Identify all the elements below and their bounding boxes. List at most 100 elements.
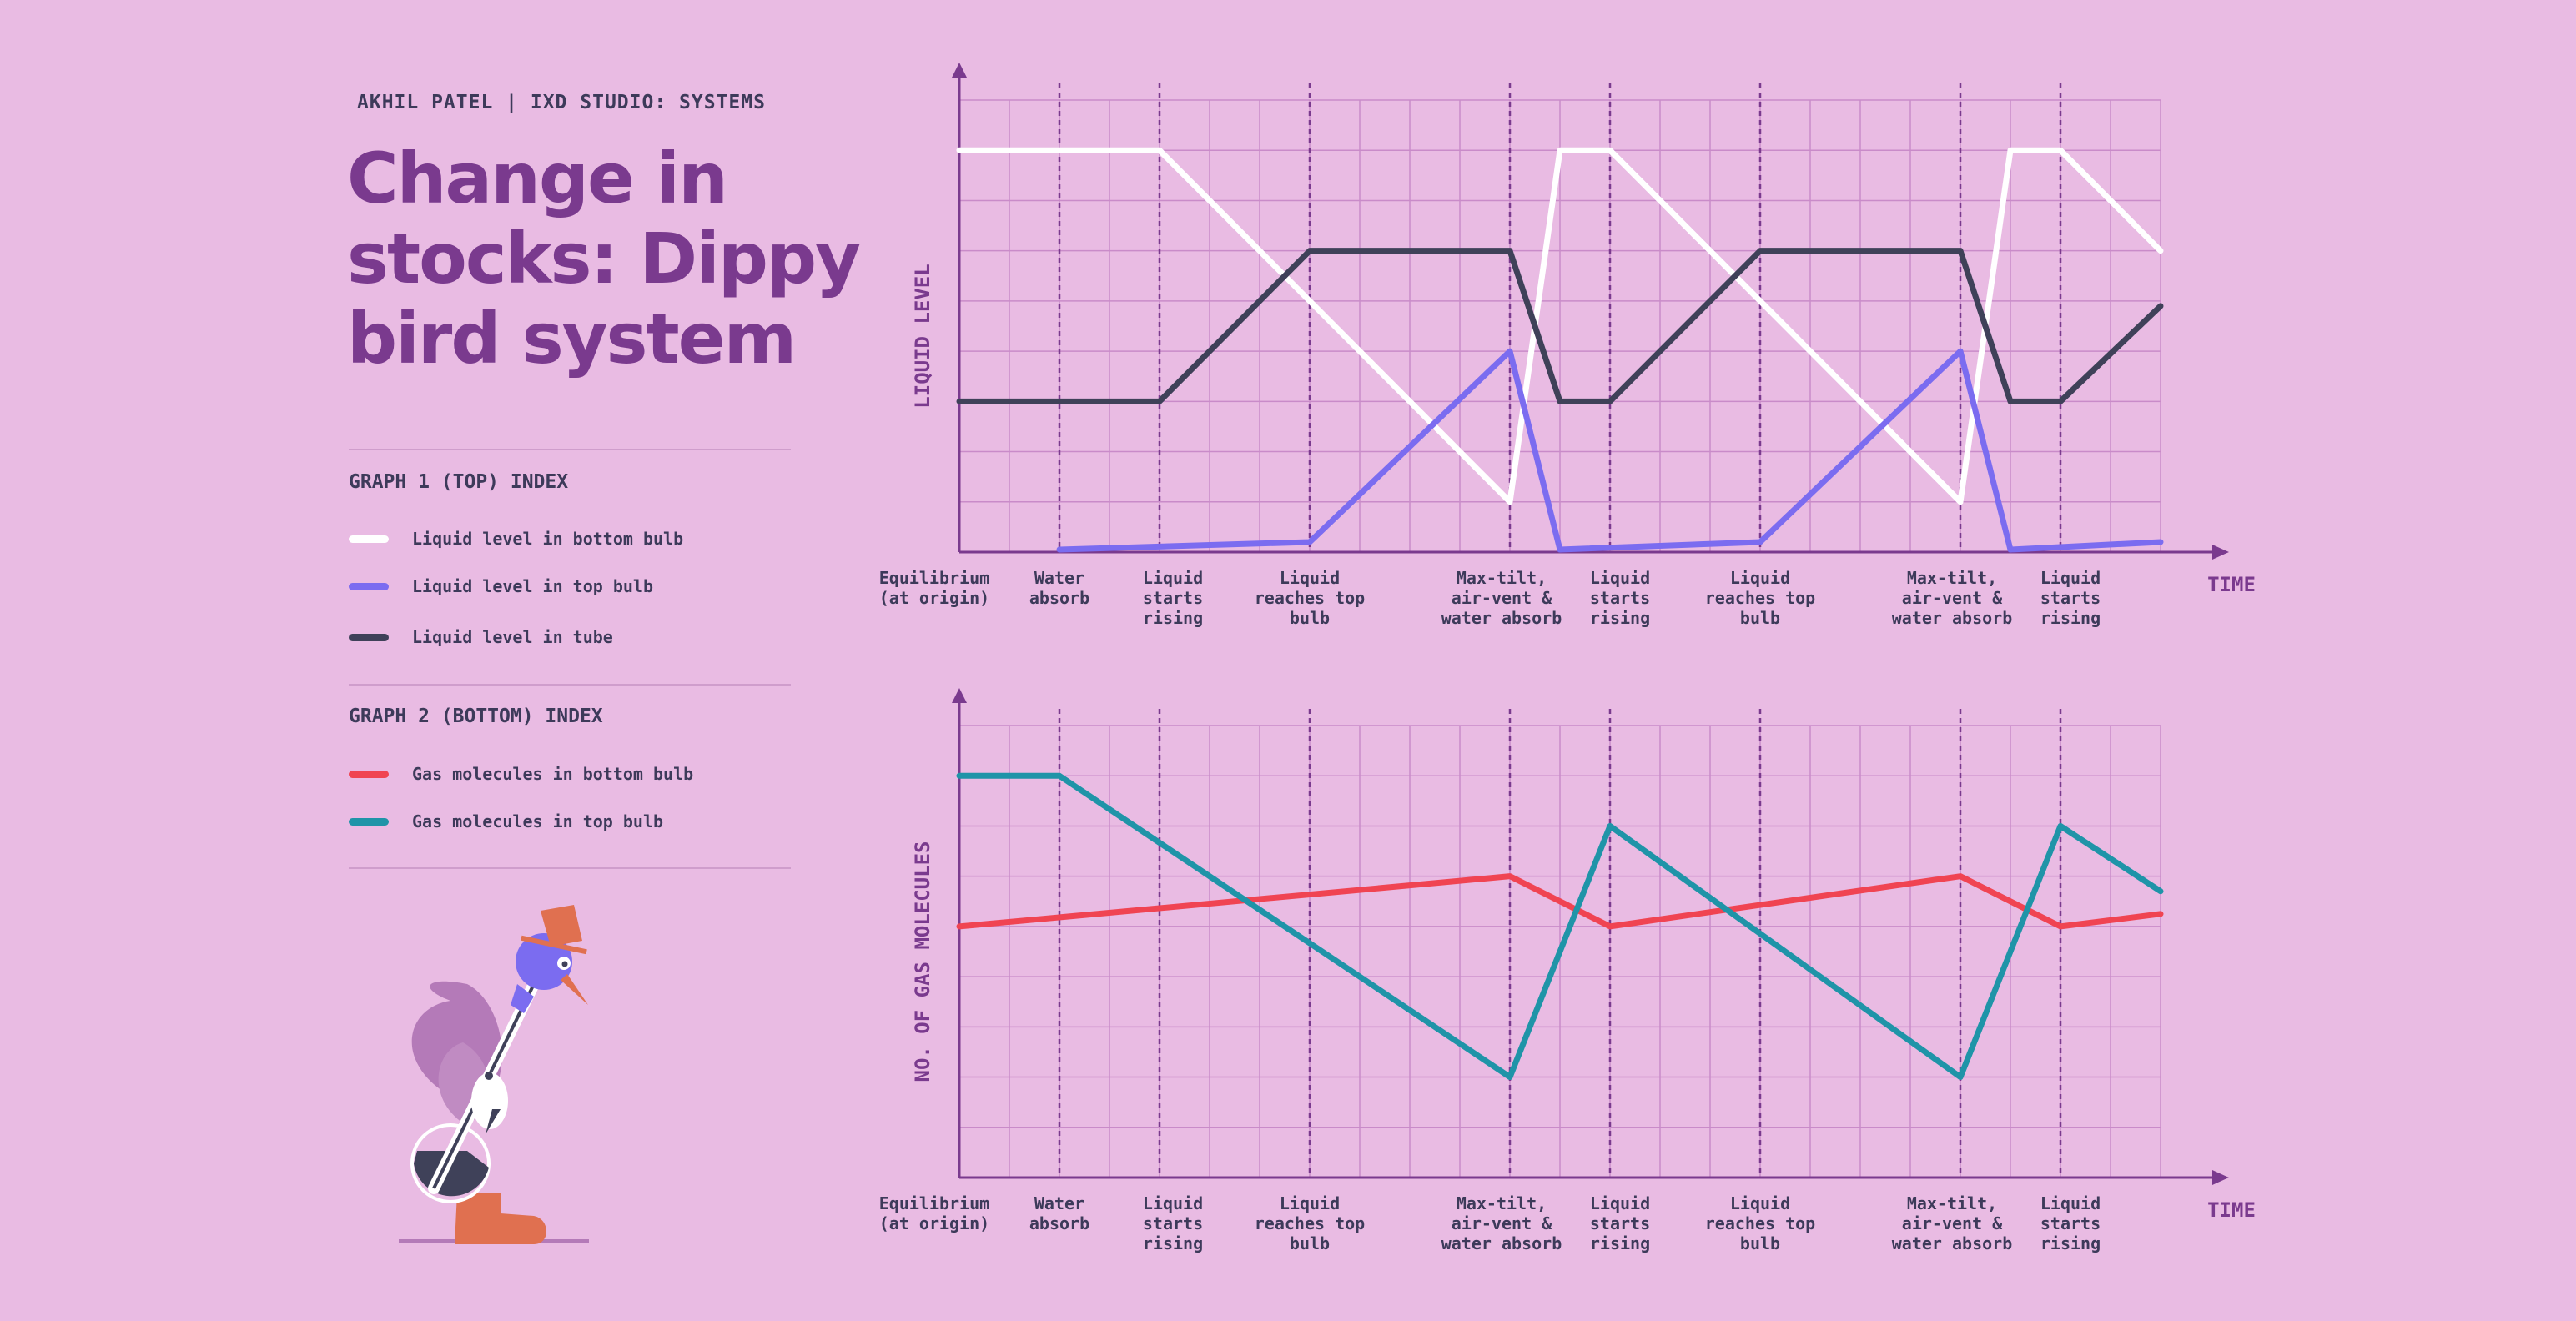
event-marker-label-line: rising (2040, 1233, 2101, 1253)
event-marker-label-line: Liquid (1730, 1193, 1790, 1213)
event-marker-label-line: Equilibrium (879, 568, 989, 588)
event-marker-label: Liquid reaches top bulb (1705, 1193, 1815, 1253)
event-marker-label: Max-tilt, air-vent & water absorb (1441, 1193, 1562, 1253)
legend-label: Gas molecules in top bulb (412, 811, 664, 831)
series-line (956, 772, 2164, 1081)
legend-label: Liquid level in top bulb (412, 576, 653, 596)
event-marker-label-line: Liquid (1730, 568, 1790, 588)
event-marker-label: Liquid reaches top bulb (1255, 1193, 1365, 1253)
x-axis-arrow (2212, 1170, 2229, 1185)
event-marker-label-line: (at origin) (879, 1213, 989, 1233)
event-marker-label-line: air-vent & (1452, 1213, 1552, 1233)
event-marker-label-line: absorb (1029, 1213, 1089, 1233)
legend-label: Liquid level in bottom bulb (412, 529, 684, 549)
event-marker-label-line: Max-tilt, (1907, 1193, 1997, 1213)
event-marker-label: Max-tilt, air-vent & water absorb (1892, 568, 2013, 628)
event-marker-label: Liquid starts rising (1143, 568, 1203, 628)
event-marker-label-line: Equilibrium (879, 1193, 989, 1213)
event-marker-label: Liquid starts rising (1143, 1193, 1203, 1253)
legend-swatch (349, 633, 389, 641)
event-marker-label-line: bulb (1740, 1233, 1780, 1253)
event-marker-label: Liquid starts rising (2040, 1193, 2101, 1253)
title-line: Change in (347, 138, 728, 219)
legend-item-bottom-bulb-liquid: Liquid level in bottom bulb (349, 526, 683, 551)
legend-swatch (349, 817, 389, 826)
event-marker-label: Equilibrium (at origin) (879, 1193, 989, 1233)
event-marker-label: Equilibrium (at origin) (879, 568, 989, 608)
event-marker-label-line: Max-tilt, (1907, 568, 1997, 588)
event-marker-label-line: reaches top (1705, 588, 1815, 608)
series-line (956, 147, 2164, 505)
event-marker-label-line: starts (2040, 1213, 2101, 1233)
event-marker-label-line: bulb (1290, 1233, 1330, 1253)
x-axis-label: TIME (2207, 573, 2256, 596)
event-marker-label: Max-tilt, air-vent & water absorb (1892, 1193, 2013, 1253)
graph2-index-title: GRAPH 2 (BOTTOM) INDEX (349, 706, 603, 727)
event-marker-label-line: reaches top (1705, 1213, 1815, 1233)
divider (349, 449, 791, 450)
event-marker-label: Liquid reaches top bulb (1255, 568, 1365, 628)
event-marker-label-line: Max-tilt, (1457, 568, 1547, 588)
event-marker-label: Liquid reaches top bulb (1705, 568, 1815, 628)
event-marker-label-line: starts (1143, 588, 1203, 608)
event-marker-label-line: absorb (1029, 588, 1089, 608)
event-marker-label-line: water absorb (1441, 1233, 1562, 1253)
event-marker-label: Liquid starts rising (1590, 568, 1650, 628)
event-marker-label-line: Liquid (2040, 568, 2101, 588)
title-line: stocks: Dippy (347, 218, 861, 299)
event-marker-label-line: starts (1590, 1213, 1650, 1233)
event-marker-label-line: starts (2040, 588, 2101, 608)
x-axis-arrow (2212, 545, 2229, 560)
divider (349, 684, 791, 686)
event-marker-label-line: air-vent & (1902, 588, 2003, 608)
event-marker-label-line: water absorb (1892, 1233, 2013, 1253)
event-marker-label: Water absorb (1029, 568, 1089, 608)
event-marker-label-line: Liquid (2040, 1193, 2101, 1213)
legend-swatch (349, 582, 389, 590)
event-marker-label-line: rising (2040, 608, 2101, 628)
event-marker-label-line: starts (1590, 588, 1650, 608)
event-marker-label-line: rising (1143, 608, 1203, 628)
event-marker-label-line: Liquid (1143, 568, 1203, 588)
legend-swatch (349, 535, 389, 543)
y-axis-arrow (952, 688, 967, 703)
event-marker-label-line: Liquid (1590, 568, 1650, 588)
event-marker-label: Liquid starts rising (1590, 1193, 1650, 1253)
event-marker-label-line: Liquid (1280, 1193, 1340, 1213)
legend-swatch (349, 770, 389, 778)
legend-item-tube-liquid: Liquid level in tube (349, 625, 613, 650)
legend-label: Gas molecules in bottom bulb (412, 764, 694, 784)
event-marker-label-line: air-vent & (1902, 1213, 2003, 1233)
legend-label: Liquid level in tube (412, 627, 613, 647)
y-axis-label: NO. OF GAS MOLECULES (911, 841, 934, 1082)
event-marker-label-line: reaches top (1255, 588, 1365, 608)
title-line: bird system (347, 298, 797, 379)
event-marker-label-line: (at origin) (879, 588, 989, 608)
event-marker-label-line: Water (1034, 568, 1084, 588)
event-marker-label-line: air-vent & (1452, 588, 1552, 608)
event-marker-label-line: Max-tilt, (1457, 1193, 1547, 1213)
event-marker-label-line: Liquid (1143, 1193, 1203, 1213)
legend-item-gas-bottom-bulb: Gas molecules in bottom bulb (349, 761, 693, 786)
legend-item-gas-top-bulb: Gas molecules in top bulb (349, 809, 663, 834)
page-title: Change in stocks: Dippy bird system (347, 138, 864, 379)
event-marker-label-line: starts (1143, 1213, 1203, 1233)
event-marker-label: Max-tilt, air-vent & water absorb (1441, 568, 1562, 628)
graph1-index-title: GRAPH 1 (TOP) INDEX (349, 471, 569, 493)
event-marker-label: Liquid starts rising (2040, 568, 2101, 628)
legend-item-top-bulb-liquid: Liquid level in top bulb (349, 574, 653, 599)
event-marker-label-line: reaches top (1255, 1213, 1365, 1233)
series-line (1056, 348, 2164, 553)
event-marker-label-line: rising (1590, 608, 1650, 628)
x-axis-label: TIME (2207, 1198, 2256, 1222)
event-marker-label-line: Liquid (1590, 1193, 1650, 1213)
event-marker-label-line: water absorb (1441, 608, 1562, 628)
event-marker-label-line: bulb (1740, 608, 1780, 628)
y-axis-label: LIQUID LEVEL (911, 264, 934, 408)
event-marker-label-line: rising (1590, 1233, 1650, 1253)
event-marker-label-line: Water (1034, 1193, 1084, 1213)
event-marker-label-line: water absorb (1892, 608, 2013, 628)
event-marker-label-line: bulb (1290, 608, 1330, 628)
